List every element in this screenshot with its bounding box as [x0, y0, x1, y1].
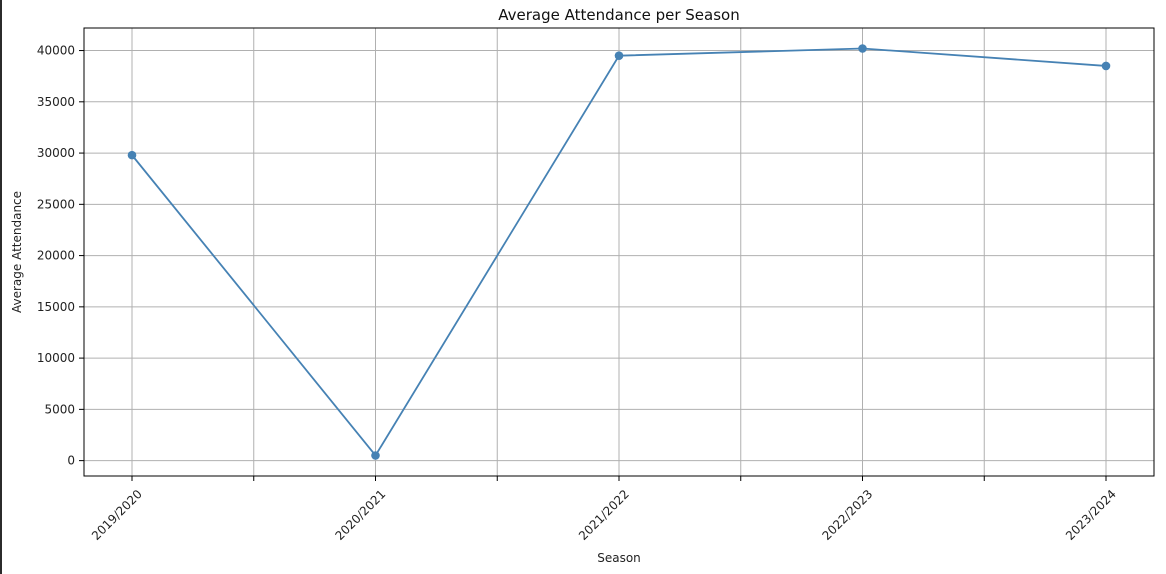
- x-axis-ticks: 2019/2020 2020/2021 2021/2022 2022/2023 2023…: [89, 476, 1119, 543]
- window-left-border: [0, 0, 2, 574]
- y-tick-label: 30000: [37, 146, 75, 160]
- y-tick-label: 35000: [37, 95, 75, 109]
- x-tick-label: 2023/2024: [1063, 487, 1119, 543]
- x-tick-label: 2022/2023: [819, 487, 875, 543]
- x-tick-label: 2019/2020: [89, 487, 145, 543]
- y-tick-label: 10000: [37, 351, 75, 365]
- y-tick-label: 25000: [37, 197, 75, 211]
- data-point: [127, 150, 137, 160]
- data-point: [858, 44, 867, 53]
- y-tick-label: 0: [67, 454, 75, 468]
- data-point: [1101, 61, 1111, 71]
- data-series: [127, 44, 1111, 460]
- y-axis-ticks: 0 5000 10000 15000 20000 25000 30000 35000 40000: [37, 44, 84, 468]
- y-tick-label: 20000: [37, 249, 75, 263]
- y-tick-label: 15000: [37, 300, 75, 314]
- data-point: [614, 51, 624, 60]
- x-tick-label: 2020/2021: [332, 487, 388, 543]
- chart-title: Average Attendance per Season: [498, 6, 739, 24]
- x-axis-label: Season: [597, 551, 641, 565]
- y-axis-label: Average Attendance: [10, 191, 24, 313]
- y-tick-label: 40000: [37, 44, 75, 58]
- x-tick-label: 2021/2022: [576, 487, 632, 543]
- data-point: [371, 451, 380, 460]
- y-tick-label: 5000: [44, 402, 75, 416]
- grid-lines: [84, 28, 1154, 476]
